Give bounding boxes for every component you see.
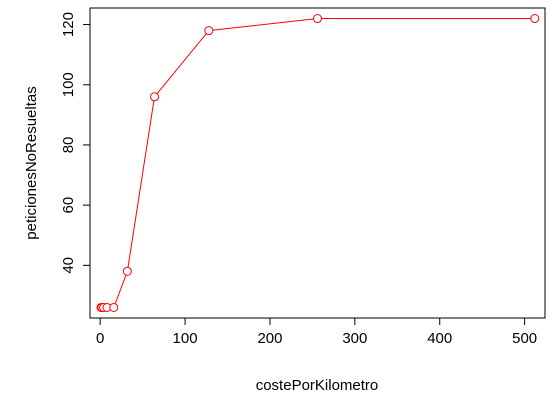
data-point	[122, 266, 132, 276]
x-axis: 0 100 200 300 400 500	[96, 318, 537, 347]
series-points	[96, 14, 540, 312]
y-tick-label: 40	[60, 257, 77, 274]
y-tick-label: 120	[60, 12, 77, 37]
series-line	[101, 18, 535, 308]
data-point	[150, 92, 160, 102]
x-tick-label: 500	[512, 330, 537, 347]
y-tick-label: 80	[60, 137, 77, 154]
data-point	[530, 14, 540, 24]
y-tick-label: 60	[60, 197, 77, 214]
x-tick-label: 0	[96, 330, 104, 347]
data-point	[109, 302, 119, 312]
y-axis-title: peticionesNoResueltas	[23, 86, 40, 239]
x-axis-title: costePorKilometro	[256, 377, 379, 394]
x-tick-label: 300	[342, 330, 367, 347]
x-tick-label: 200	[257, 330, 282, 347]
y-axis: 40 60 80 100 120	[60, 12, 90, 274]
plot-frame	[89, 7, 546, 319]
y-tick-label: 100	[60, 72, 77, 97]
x-tick-label: 400	[427, 330, 452, 347]
data-point	[313, 14, 322, 24]
x-tick-label: 100	[173, 330, 198, 347]
data-point	[204, 26, 214, 36]
